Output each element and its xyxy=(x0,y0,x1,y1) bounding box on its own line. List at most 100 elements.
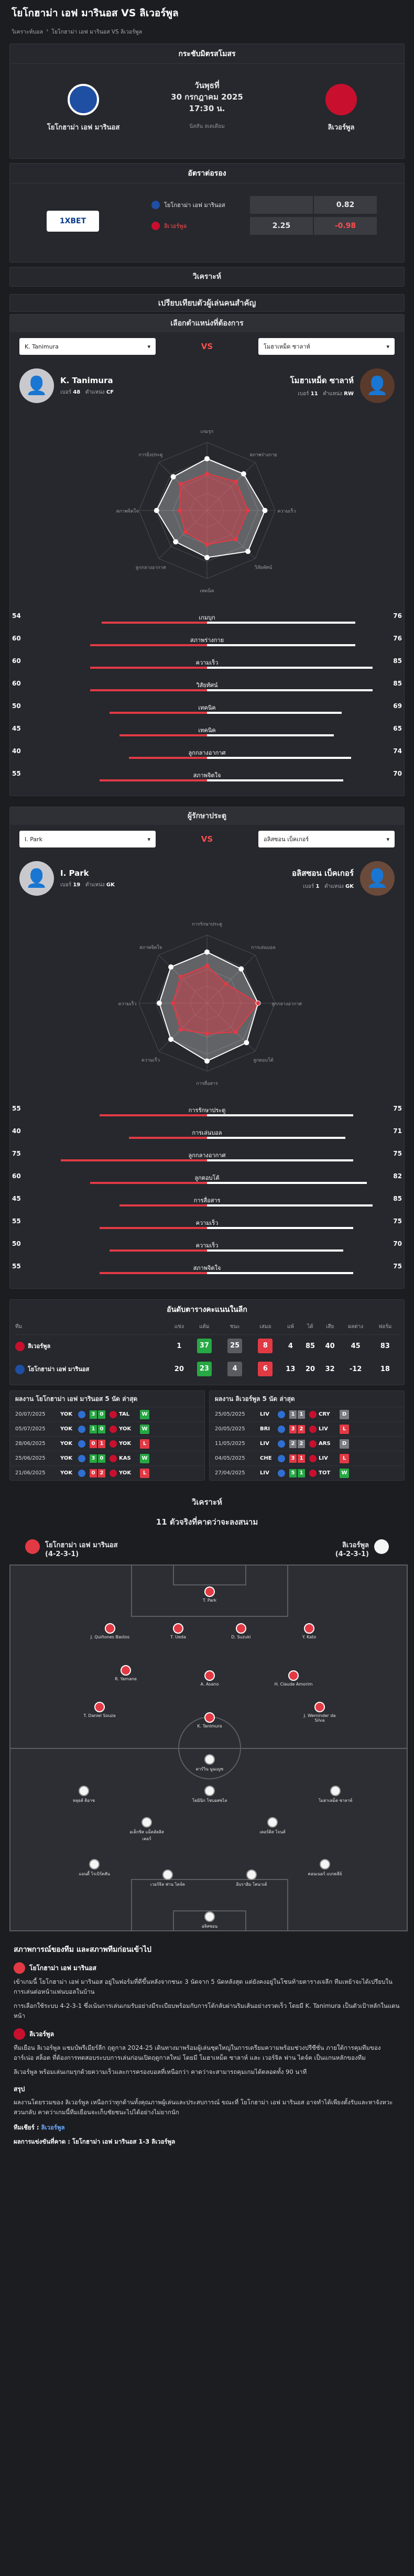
breadcrumb-home[interactable]: วิเคราะห์บอล xyxy=(12,29,43,35)
lineup-player[interactable]: D. Suzuki xyxy=(220,1623,262,1639)
radar-point-right xyxy=(204,949,210,955)
lineup-player[interactable]: เคอร์ติส โจนส์ xyxy=(252,1817,293,1835)
stat-bar: 45 การสื่อสาร 85 xyxy=(12,1193,402,1215)
attacker-select-right[interactable]: โมฮาเหม็ด ซาลาห์ ▾ xyxy=(258,338,395,355)
odds-home-value-1[interactable] xyxy=(250,196,313,214)
lineup-player-name: แอนดี้ โรเบิร์ตสัน xyxy=(79,1872,110,1876)
standings-col-header: ทีม xyxy=(15,1320,169,1335)
form-row[interactable]: 11/05/2025 LIV 2 2 ARS D xyxy=(210,1436,404,1451)
lineup-player[interactable]: อิบราฮิม โคนาเต้ xyxy=(231,1869,273,1888)
form-row[interactable]: 05/07/2025 YOK 1 0 YOK W xyxy=(10,1421,204,1436)
radar-axis-label: ความเร็ว xyxy=(118,1000,136,1007)
attacker-left-meta: เบอร์ 48 ตำแหน่ง CF xyxy=(60,389,114,395)
odds-away-value-1[interactable]: 2.25 xyxy=(250,217,313,235)
form-date: 27/04/2025 xyxy=(215,1470,245,1476)
lineup-player[interactable]: T. Daniel Souza xyxy=(79,1702,121,1718)
lineup-player[interactable]: เวอร์จิล ฟาน ไดจ์ค xyxy=(147,1869,189,1888)
standings-col-header: ได้ xyxy=(300,1320,320,1335)
form-score-2: 1 xyxy=(98,1439,105,1448)
lineup-player[interactable]: K. Tanimura xyxy=(189,1712,231,1729)
form-row[interactable]: 04/05/2025 CHE 3 1 LIV L xyxy=(210,1451,404,1465)
form-row[interactable]: 27/04/2025 LIV 5 1 TOT W xyxy=(210,1465,404,1480)
home-team[interactable]: โยโกฮาม่า เอฟ มารินอส xyxy=(31,84,136,133)
gk-select-right[interactable]: อลิสซอน เบ็คเกอร์ ▾ xyxy=(258,831,395,847)
gk-select-left[interactable]: I. Park ▾ xyxy=(19,831,156,847)
radar-axis-label: ลูกกลางอากาศ xyxy=(135,565,166,570)
form-row[interactable]: 20/05/2025 BRI 3 2 LIV L xyxy=(210,1421,404,1436)
stat-left-bar xyxy=(90,667,207,669)
lineup-player[interactable]: J. Weminder da Silva xyxy=(299,1702,341,1723)
radar-point-right xyxy=(245,549,251,555)
stat-left-bar xyxy=(110,1249,207,1252)
odds-home-value-2[interactable]: 0.82 xyxy=(314,196,377,214)
standings-team: ลิเวอร์พูล xyxy=(15,1334,169,1357)
lineup-player[interactable]: H. Claude Amorim xyxy=(273,1670,314,1687)
stat-left-bar xyxy=(119,734,207,736)
player-marker-icon xyxy=(173,1623,183,1634)
lineup-player[interactable]: โดมินิก โซบอสซไล xyxy=(189,1786,231,1804)
player-marker-icon xyxy=(314,1702,325,1712)
summary-heading: สรุป xyxy=(14,2085,25,2093)
stat-right-value: 82 xyxy=(393,1172,402,1180)
form-result-badge: D xyxy=(340,1409,349,1419)
form-date: 21/06/2025 xyxy=(15,1470,46,1476)
player-marker-icon xyxy=(121,1665,131,1676)
table-row[interactable]: ลิเวอร์พูล 1 37 25 8 4 85 40 45 83 xyxy=(15,1334,399,1357)
radar-point-left xyxy=(178,1027,183,1032)
analysis-link[interactable]: วิเคราะห์ xyxy=(9,267,405,287)
form-row[interactable]: 21/06/2025 YOK 0 2 YOK L xyxy=(10,1465,204,1480)
home-heading: โยโกฮาม่า เอฟ มารินอส xyxy=(14,1962,400,1974)
team-crest-icon xyxy=(278,1454,285,1462)
radar-point-right xyxy=(157,1001,162,1006)
lineup-player[interactable]: ดาร์วิน นูนเญซ xyxy=(189,1754,231,1773)
stat-left-value: 40 xyxy=(12,1127,21,1135)
form-score-1: 5 xyxy=(289,1469,297,1477)
match-time: 17:30 น. xyxy=(189,104,225,113)
form-row[interactable]: 25/06/2025 YOK 3 0 KAS W xyxy=(10,1451,204,1465)
lineup-player-name: คอนเนอร์ แบรดลีย์ xyxy=(308,1872,342,1876)
player-avatar-icon: 👤 xyxy=(19,368,54,403)
away-team[interactable]: ลิเวอร์พูล xyxy=(289,84,394,133)
lineup-player[interactable]: อเล็กซิส แม็คอัลลิสเตอร์ xyxy=(126,1817,168,1842)
lineup-player[interactable]: หลุยส์ ดิอาซ xyxy=(63,1786,105,1804)
stat-left-bar xyxy=(100,779,207,781)
team-crest-icon xyxy=(278,1440,285,1448)
chevron-down-icon: ▾ xyxy=(386,835,389,843)
lineup-player[interactable]: อลิสซอน xyxy=(189,1911,231,1930)
team-crest-icon xyxy=(110,1440,117,1448)
lineup-player-name: หลุยส์ ดิอาซ xyxy=(72,1798,95,1803)
attacker-radar-chart: เกมรุกสภาพร่างกายความเร็ววิสัยทัศน์เทคนิ… xyxy=(116,429,296,594)
standings-team: โยโกฮาม่า เอฟ มารินอส xyxy=(15,1357,169,1381)
stat-right-bar xyxy=(207,689,373,691)
lineup-section: 11 ตัวจริงที่คาดว่าจะลงสนาม โยโกฮาม่า เอ… xyxy=(9,1513,408,1931)
standings-col-header: แพ้ xyxy=(280,1320,301,1335)
lineup-player[interactable]: J. Quiñones Bastos xyxy=(89,1623,131,1639)
bookmaker-logo[interactable]: 1XBET xyxy=(47,211,99,232)
lineup-player[interactable]: Y. Kato xyxy=(288,1623,330,1639)
lineup-home-name: โยโกฮาม่า เอฟ มารินอส xyxy=(45,1541,118,1549)
standings-cell: -12 xyxy=(349,1365,362,1373)
lineup-player[interactable]: โมฮาเหม็ด ซาลาห์ xyxy=(314,1786,356,1804)
player-photo: 👤 xyxy=(360,368,395,403)
lineup-player[interactable]: แอนดี้ โรเบิร์ตสัน xyxy=(73,1859,115,1877)
radar-point-right xyxy=(154,508,159,513)
lineup-player[interactable]: T. Park xyxy=(189,1586,231,1603)
form-row[interactable]: 28/06/2025 YOK 0 1 YOK L xyxy=(10,1436,204,1451)
lineup-player[interactable]: T. Ueda xyxy=(157,1623,199,1639)
table-row[interactable]: โยโกฮาม่า เอฟ มารินอส 20 23 4 6 13 20 32 -12 18 xyxy=(15,1357,399,1381)
attacker-select-left[interactable]: K. Tanimura ▾ xyxy=(19,338,156,355)
form-row[interactable]: 20/07/2025 YOK 3 0 TAL W xyxy=(10,1407,204,1421)
standings-cell: 40 xyxy=(325,1342,335,1350)
lineup-player[interactable]: R. Yamane xyxy=(105,1665,147,1681)
odds-away-value-2[interactable]: -0.98 xyxy=(314,217,377,235)
pick-value[interactable]: ลิเวอร์พูล xyxy=(41,2124,65,2131)
team-crest-icon xyxy=(278,1425,285,1433)
form-row[interactable]: 25/05/2025 LIV 1 1 CRY D xyxy=(210,1407,404,1421)
lineup-player[interactable]: คอนเนอร์ แบรดลีย์ xyxy=(304,1859,346,1877)
stat-right-value: 75 xyxy=(393,1218,402,1225)
team-crest-icon xyxy=(78,1410,85,1418)
stat-right-value: 85 xyxy=(393,657,402,665)
stat-left-bar xyxy=(100,1227,207,1229)
lineup-player[interactable]: A. Asano xyxy=(189,1670,231,1687)
stat-bar: 55 ความเร็ว 75 xyxy=(12,1215,402,1238)
